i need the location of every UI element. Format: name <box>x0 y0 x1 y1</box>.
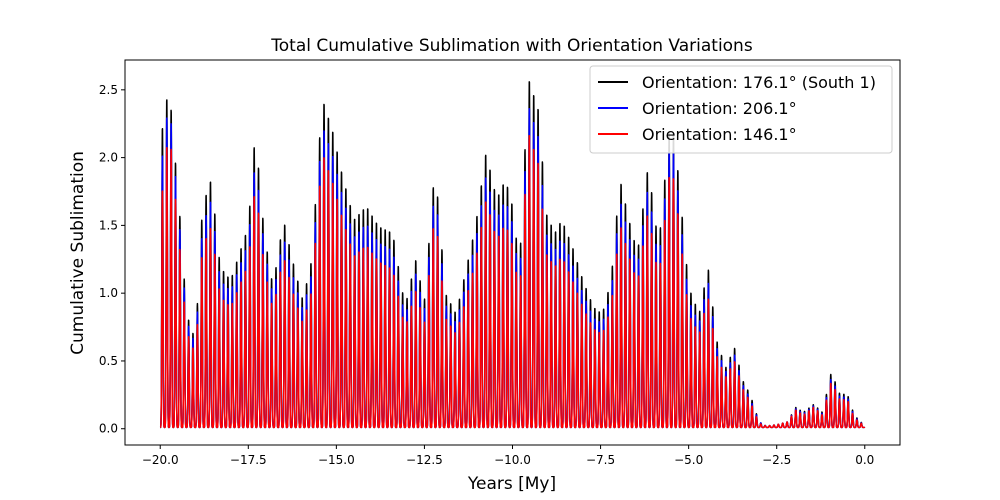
y-tick-label: 0.5 <box>99 354 118 368</box>
legend-label: Orientation: 176.1° (South 1) <box>642 73 876 92</box>
x-tick-label: −15.0 <box>318 453 355 467</box>
legend-frame <box>589 65 893 154</box>
y-tick-label: 0.0 <box>99 422 118 436</box>
y-tick-label: 1.5 <box>99 218 118 232</box>
chart-title: Total Cumulative Sublimation with Orient… <box>270 36 753 56</box>
x-tick-label: −5.0 <box>674 453 703 467</box>
legend-label: Orientation: 146.1° <box>642 125 797 144</box>
series-line-3 <box>159 134 866 429</box>
y-tick-label: 2.0 <box>99 151 118 165</box>
x-tick-label: −7.5 <box>586 453 615 467</box>
x-tick-label: −17.5 <box>230 453 267 467</box>
y-axis-title: Cumulative Sublimation <box>68 151 88 355</box>
x-tick-label: −2.5 <box>762 453 791 467</box>
y-tick-label: 2.5 <box>99 83 118 97</box>
legend-label: Orientation: 206.1° <box>642 99 797 118</box>
legend: Orientation: 176.1° (South 1) Orientation… <box>589 65 893 154</box>
x-tick-label: 0.0 <box>855 453 874 467</box>
x-tick-label: −12.5 <box>406 453 443 467</box>
y-tick-label: 1.0 <box>99 286 118 300</box>
x-axis-title: Years [My] <box>467 474 556 494</box>
x-tick-label: −20.0 <box>142 453 179 467</box>
x-tick-label: −10.0 <box>494 453 531 467</box>
